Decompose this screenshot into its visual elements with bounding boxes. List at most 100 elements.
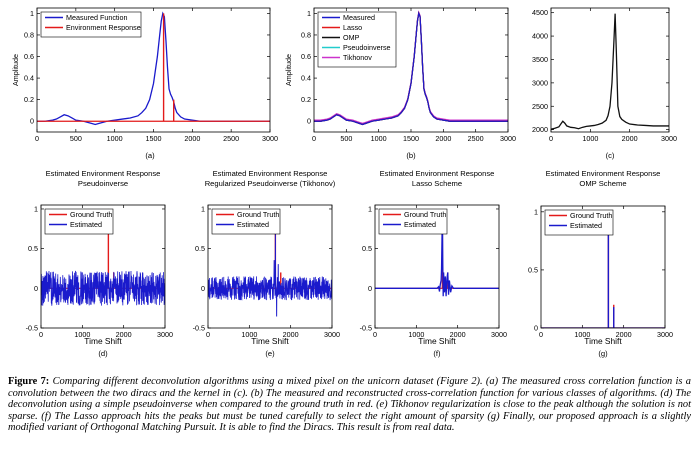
series-curve-line — [551, 13, 669, 130]
x-tick-label: 3000 — [661, 134, 677, 143]
legend-label: Pseudoinverse — [343, 43, 391, 52]
x-tick-label: 2000 — [450, 330, 466, 339]
y-tick-label: 1 — [368, 204, 372, 213]
axes-frame — [36, 7, 271, 133]
legend-box — [40, 11, 142, 38]
x-tick-label: 1000 — [74, 330, 90, 339]
legend-label: Ground Truth — [70, 210, 112, 219]
y-tick-label: 1 — [534, 207, 538, 216]
x-tick-label: 1000 — [107, 134, 123, 143]
legend-label: Ground Truth — [404, 210, 446, 219]
x-tick-label: 0 — [35, 134, 39, 143]
x-tick-label: 3000 — [500, 134, 516, 143]
legend-box — [211, 208, 281, 235]
chart-subtitle: Regularized Pseudoinverse (Tikhonov) — [205, 179, 336, 188]
x-tick-label: 3000 — [157, 330, 173, 339]
x-tick-label: 500 — [340, 134, 352, 143]
x-tick-label: 0 — [39, 330, 43, 339]
y-tick-label: 0.5 — [28, 244, 38, 253]
legend-label: Ground Truth — [570, 211, 612, 220]
y-tick-label: 0.6 — [24, 52, 34, 61]
y-tick-label: 0 — [368, 284, 372, 293]
y-tick-label: 1 — [307, 9, 311, 18]
x-tick-label: 3000 — [262, 134, 278, 143]
y-tick-label: 0.6 — [301, 52, 311, 61]
caption-text: Comparing different deconvolution algori… — [8, 376, 691, 434]
x-axis-label: Time Shift — [584, 336, 622, 346]
plot-area — [551, 8, 669, 132]
chart-title: Estimated Environment Response — [546, 169, 661, 178]
chart-subtitle: OMP Scheme — [579, 179, 626, 188]
y-tick-label: -0.5 — [360, 324, 372, 333]
x-tick-label: 3000 — [657, 330, 673, 339]
y-tick-label: 0.2 — [24, 95, 34, 104]
chart-subtitle: Pseudoinverse — [78, 179, 128, 188]
legend-box — [544, 209, 614, 236]
x-tick-label: 2000 — [116, 330, 132, 339]
y-tick-label: 1 — [201, 204, 205, 213]
legend-label: Tikhonov — [343, 53, 372, 62]
x-tick-label: 0 — [373, 330, 377, 339]
plot-marks — [551, 13, 669, 130]
axes-frame — [40, 204, 166, 329]
x-tick-label: 0 — [206, 330, 210, 339]
chart-a: 0 500 1000 1500 2000 2500 3000 0 0.2 0.4 0.6 0.8 1 Me… — [11, 7, 278, 160]
x-tick-label: 2000 — [616, 330, 632, 339]
x-axis-label: Time Shift — [251, 336, 289, 346]
y-tick-label: 1 — [30, 9, 34, 18]
series-estimated — [41, 270, 165, 306]
legend-box — [378, 208, 448, 235]
y-tick-label: 4500 — [532, 8, 548, 17]
panel-label: (g) — [598, 349, 608, 358]
reconstructed-curve — [314, 11, 508, 126]
y-axis-label: Amplitude — [284, 54, 293, 86]
x-tick-label: 1500 — [403, 134, 419, 143]
legend-label: Estimated — [570, 221, 602, 230]
axes-frame — [374, 204, 500, 329]
panel-label: (d) — [98, 349, 108, 358]
x-tick-label: 1000 — [574, 330, 590, 339]
y-tick-label: 3500 — [532, 55, 548, 64]
legend-label: Measured — [343, 13, 375, 22]
x-tick-label: 1000 — [241, 330, 257, 339]
x-tick-label: 1000 — [408, 330, 424, 339]
y-tick-label: 3000 — [532, 78, 548, 87]
y-tick-label: 0.8 — [24, 30, 34, 39]
panel-label: (c) — [606, 151, 615, 160]
y-tick-label: 4000 — [532, 32, 548, 41]
panel-label: (a) — [145, 151, 155, 160]
chart-c: 0 1000 2000 3000 2000 2500 3000 3500 4000 4500 (c) — [532, 7, 677, 160]
y-tick-label: 0 — [307, 117, 311, 126]
legend-box — [44, 208, 114, 235]
axes-frame — [313, 7, 509, 133]
plot-marks — [314, 10, 508, 126]
chart-title: Estimated Environment Response — [46, 169, 161, 178]
legend-label: Environment Response — [66, 23, 141, 32]
series-estimated — [208, 226, 332, 317]
y-tick-label: 0 — [30, 117, 34, 126]
x-tick-label: 1000 — [371, 134, 387, 143]
x-tick-label: 3000 — [324, 330, 340, 339]
x-tick-label: 2000 — [283, 330, 299, 339]
series-estimated-line — [375, 208, 499, 297]
y-tick-label: 0 — [201, 284, 205, 293]
plot-marks — [37, 11, 270, 126]
x-tick-label: 3000 — [491, 330, 507, 339]
chart-b: 0 500 1000 1500 2000 2500 3000 0 0.2 0.4 0.6 0.8 1 Me… — [284, 7, 516, 160]
x-tick-label: 500 — [70, 134, 82, 143]
caption-label: Figure 7: — [8, 376, 50, 387]
legend-label: Estimated — [70, 220, 102, 229]
chart-title: Estimated Environment Response — [380, 169, 495, 178]
x-tick-label: 2000 — [184, 134, 200, 143]
figure-caption: Figure 7: Comparing different deconvolut… — [8, 376, 691, 434]
y-tick-label: 0.8 — [301, 30, 311, 39]
x-tick-label: 1000 — [582, 134, 598, 143]
x-tick-label: 1500 — [146, 134, 162, 143]
legend-label: Ground Truth — [237, 210, 279, 219]
y-tick-label: 0.5 — [528, 265, 538, 274]
x-tick-label: 2000 — [435, 134, 451, 143]
